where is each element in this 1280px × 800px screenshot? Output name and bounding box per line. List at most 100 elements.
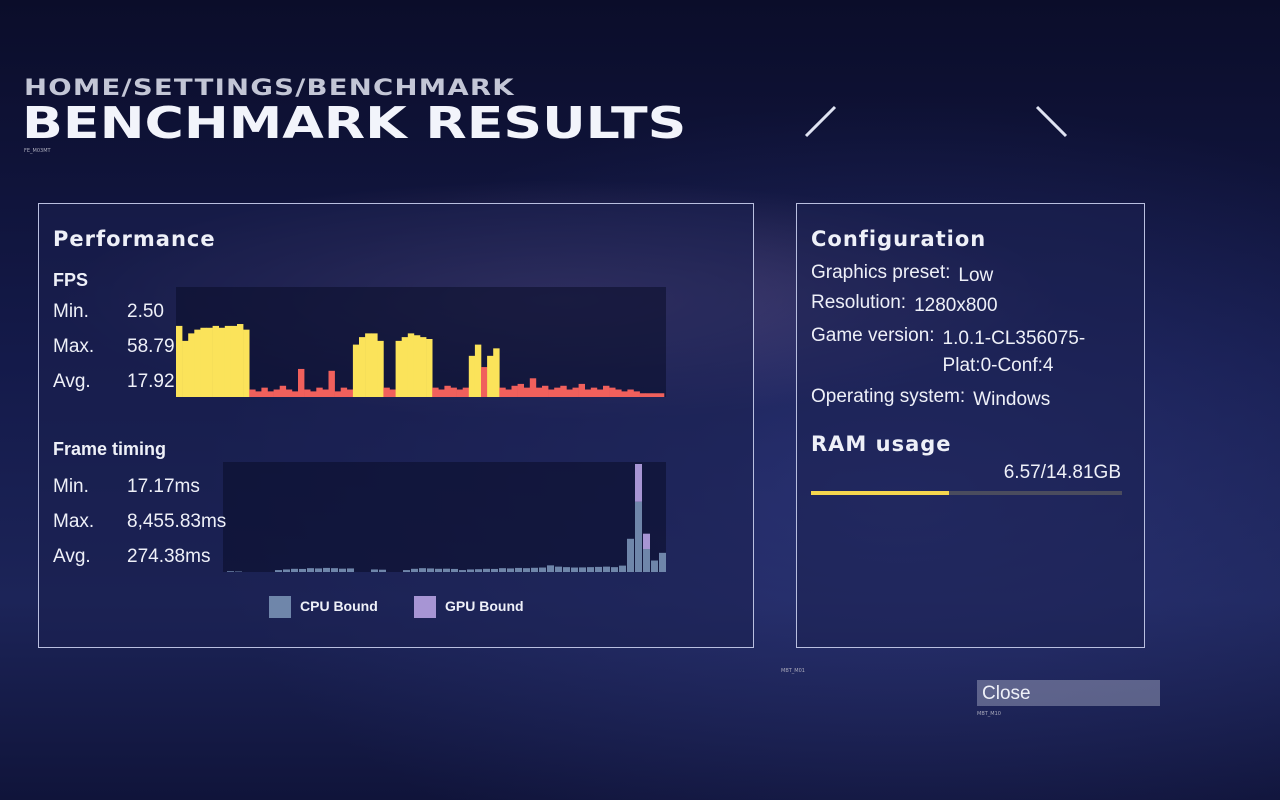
- bar: [176, 325, 183, 397]
- bar: [227, 571, 234, 572]
- bar: [627, 389, 634, 397]
- bar: [627, 538, 634, 572]
- stat-value: 274.38ms: [127, 546, 211, 567]
- bar: [283, 569, 290, 572]
- frame-timing-label: Frame timing: [53, 439, 167, 459]
- config-value: Low: [958, 265, 994, 286]
- bar: [346, 389, 354, 397]
- bar: [299, 568, 306, 572]
- legend-label: GPU Bound: [445, 598, 524, 614]
- bar: [499, 568, 506, 572]
- frame-timing-chart: [223, 462, 666, 572]
- bar: [331, 568, 338, 572]
- bar: [444, 385, 451, 397]
- bar: [529, 378, 537, 397]
- bar: [481, 367, 488, 397]
- legend-swatch: [269, 596, 291, 618]
- bar: [411, 568, 418, 572]
- bar: [224, 325, 232, 397]
- fps-chart: [176, 287, 666, 397]
- bar: [554, 387, 561, 397]
- bar: [499, 387, 506, 397]
- bar: [407, 333, 415, 397]
- config-label: Operating system:: [811, 386, 966, 407]
- code-label: MBT_M01: [781, 668, 805, 674]
- bar: [548, 389, 555, 397]
- bar: [212, 325, 219, 397]
- bar: [261, 387, 268, 397]
- bar: [639, 393, 646, 397]
- bar: [218, 327, 226, 397]
- bar: [468, 355, 476, 397]
- bar: [316, 387, 323, 397]
- bar: [347, 568, 354, 572]
- bar: [237, 324, 244, 397]
- stat-value: 17.17ms: [127, 476, 200, 497]
- bar: [635, 464, 642, 502]
- bar: [438, 389, 445, 397]
- bar: [255, 391, 262, 397]
- bar: [249, 389, 256, 397]
- bar: [230, 325, 238, 397]
- bar: [603, 385, 610, 397]
- bar: [379, 569, 386, 572]
- bar: [456, 389, 463, 397]
- fps-label: FPS: [53, 270, 89, 290]
- screen-code: FE_M03MT: [24, 148, 51, 154]
- bar: [615, 389, 622, 397]
- bar: [377, 340, 384, 397]
- bar: [420, 337, 427, 397]
- bar: [383, 387, 390, 397]
- bar: [571, 567, 578, 572]
- bar: [427, 568, 434, 572]
- bar: [275, 570, 282, 572]
- bar: [419, 568, 426, 572]
- stat-label: Avg.: [53, 371, 91, 392]
- bar: [339, 568, 346, 572]
- bar: [603, 566, 610, 572]
- bar: [523, 387, 531, 397]
- bar: [579, 567, 586, 572]
- bar: [595, 566, 602, 572]
- bar: [371, 569, 378, 572]
- bar: [515, 567, 522, 572]
- bar: [450, 387, 457, 397]
- bar: [645, 393, 653, 397]
- bar: [395, 340, 402, 397]
- bar: [560, 385, 567, 397]
- bar: [365, 333, 372, 397]
- panel-title: Configuration: [811, 227, 987, 251]
- config-value: Windows: [973, 389, 1051, 410]
- bar: [200, 327, 207, 397]
- ram-title: RAM usage: [811, 432, 952, 456]
- bar: [542, 385, 549, 397]
- bar: [462, 387, 470, 397]
- bar: [487, 355, 494, 397]
- bar: [285, 389, 293, 397]
- bar: [322, 389, 329, 397]
- config-label: Resolution:: [811, 292, 907, 313]
- config-value: 1.0.1-CL356075-Plat:0-Conf:4: [942, 328, 1086, 376]
- bar: [619, 565, 626, 572]
- bar: [572, 387, 579, 397]
- bar: [403, 570, 410, 572]
- bar: [273, 389, 280, 397]
- config-label: Game version:: [811, 325, 935, 346]
- breadcrumb: HOME/SETTINGS/BENCHMARK: [24, 76, 515, 101]
- close-button[interactable]: Close: [977, 680, 1160, 706]
- bar: [643, 533, 650, 550]
- bar: [587, 567, 594, 572]
- bar: [467, 569, 474, 572]
- stat-value: 2.50: [127, 301, 164, 322]
- stat-value: 8,455.83ms: [127, 511, 227, 532]
- bar: [340, 387, 348, 397]
- bar: [279, 385, 287, 397]
- bar: [267, 391, 274, 397]
- bar: [505, 389, 512, 397]
- bar: [547, 565, 554, 572]
- stat-label: Max.: [53, 336, 95, 357]
- bar: [566, 389, 573, 397]
- bar: [307, 568, 314, 572]
- bar: [474, 344, 482, 397]
